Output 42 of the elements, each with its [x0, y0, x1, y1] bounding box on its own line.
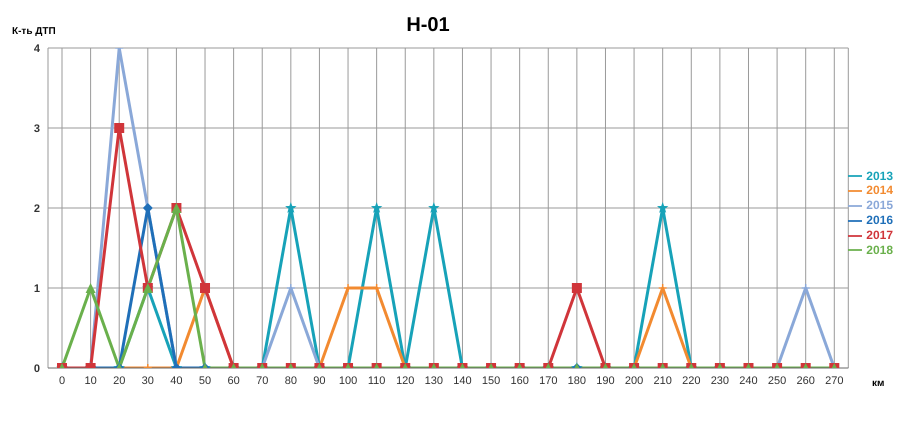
x-tick-label: 60	[227, 374, 240, 387]
x-tick-label: 200	[624, 374, 644, 387]
legend-label: 2013	[866, 168, 893, 183]
x-tick-label: 190	[596, 374, 615, 387]
x-tick-label: 260	[796, 374, 815, 387]
x-tick-label: 270	[825, 374, 844, 387]
x-tick-label: 40	[170, 374, 183, 387]
legend-label: 2018	[866, 242, 893, 257]
x-tick-label: 220	[682, 374, 700, 387]
x-tick-label: 50	[198, 374, 212, 387]
legend-label: 2014	[866, 183, 893, 198]
x-tick-label: 30	[142, 374, 154, 387]
x-tick-label: 20	[113, 374, 126, 387]
x-tick-label: 160	[510, 374, 529, 387]
y-tick-label: 4	[34, 42, 41, 55]
x-tick-label: 230	[710, 374, 730, 387]
x-tick-label: 250	[768, 374, 786, 387]
y-axis-title: К-ть ДТП	[12, 26, 56, 37]
x-tick-label: 100	[338, 374, 358, 387]
x-tick-label: 90	[313, 374, 326, 387]
x-tick-label: 210	[653, 374, 672, 387]
x-tick-label: 130	[424, 374, 444, 387]
x-tick-label: 80	[284, 374, 297, 387]
x-tick-label: 240	[739, 374, 758, 387]
legend-label: 2016	[866, 213, 893, 227]
x-tick-label: 0	[58, 374, 66, 387]
y-tick-label: 2	[34, 202, 40, 215]
x-tick-label: 10	[84, 374, 97, 387]
x-tick-label: 140	[453, 374, 472, 387]
y-tick-label: 1	[34, 282, 40, 295]
legend-label: 2017	[866, 228, 893, 242]
x-tick-label: 170	[539, 374, 558, 387]
x-tick-label: 70	[256, 374, 268, 387]
legend-label: 2015	[866, 198, 893, 212]
x-tick-label: 120	[396, 374, 414, 387]
x-tick-label: 150	[482, 374, 500, 387]
x-tick-label: 180	[568, 374, 586, 387]
x-tick-label: 110	[368, 374, 386, 387]
y-tick-label: 3	[34, 122, 40, 135]
x-axis-title: км	[872, 378, 884, 389]
chart-title: Н-01	[406, 14, 450, 36]
y-tick-label: 0	[34, 362, 40, 375]
